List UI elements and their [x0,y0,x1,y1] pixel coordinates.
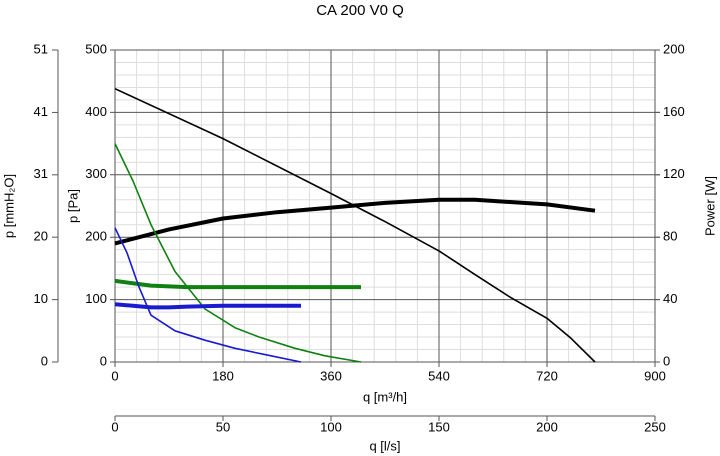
x-tick-label: 720 [536,368,558,383]
data-line [114,227,302,363]
y3-tick-label: 31 [34,166,48,181]
y2-tick-label: 120 [663,166,685,181]
y2-axis-label: Power [W] [702,176,717,236]
y2-tick-label: 200 [663,41,685,56]
y-tick-label: 0 [100,353,107,368]
y-tick-label: 300 [85,166,107,181]
y2-tick-label: 160 [663,104,685,119]
x2-axis-label: q [l/s] [369,438,400,453]
x-axis-label: q [m³/h] [363,389,407,404]
y2-tick-label: 0 [663,353,670,368]
x-tick-label: 900 [644,368,666,383]
plot-border [114,49,656,363]
x2-tick-label: 200 [536,419,558,434]
data-line [114,87,596,363]
x2-tick-label: 250 [644,419,666,434]
x2-tick-label: 150 [428,419,450,434]
y3-tick-label: 41 [34,104,48,119]
y-tick-label: 100 [85,291,107,306]
x-tick-label: 360 [320,368,342,383]
y3-axis-label: p [mmH₂O] [1,174,16,238]
data-line [114,278,361,290]
x-tick-label: 0 [111,368,118,383]
x-tick-label: 540 [428,368,450,383]
y-tick-label: 400 [85,104,107,119]
y-tick-label: 200 [85,229,107,244]
data-line [114,302,301,310]
data-line [114,197,596,246]
x2-tick-label: 50 [216,419,230,434]
data-line [114,143,362,363]
y3-tick-label: 20 [34,229,48,244]
y3-tick-label: 0 [41,353,48,368]
y-axis-label: p [Pa] [65,189,80,223]
x2-tick-label: 0 [111,419,118,434]
x-tick-label: 180 [212,368,234,383]
y2-tick-label: 40 [663,291,677,306]
y2-tick-label: 80 [663,229,677,244]
y3-tick-label: 51 [34,41,48,56]
y-tick-label: 500 [85,41,107,56]
chart-title: CA 200 V0 Q [316,2,404,19]
x2-tick-label: 100 [320,419,342,434]
y3-tick-label: 10 [34,291,48,306]
